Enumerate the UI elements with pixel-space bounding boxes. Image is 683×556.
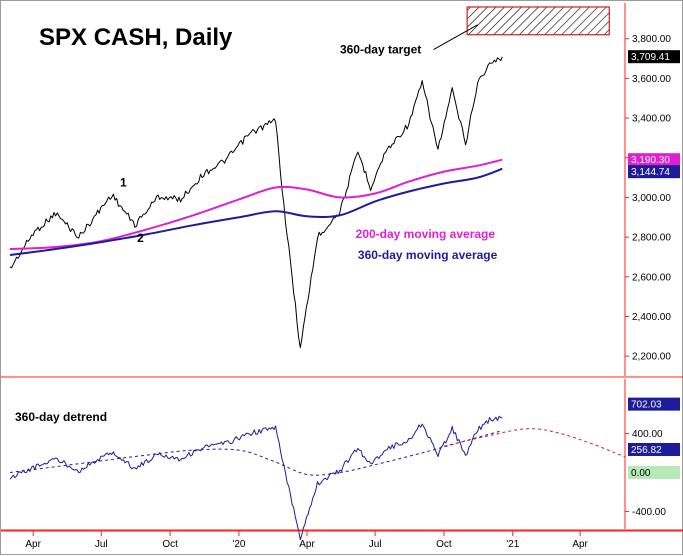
- price-panel: 2,200.00 2,400.00 2,600.00 2,800.00 3,000.00…: [1, 3, 683, 378]
- value-badge: [628, 466, 680, 480]
- value-badge-label: 3,190.30: [631, 155, 670, 166]
- price-y-tick-label: 2,400.00: [632, 312, 671, 323]
- annotation-2: 2: [137, 231, 144, 245]
- 360-day-moving-average-line: [9, 167, 503, 256]
- price-y-tick-label: 2,800.00: [632, 233, 671, 244]
- detrend-panel-title: 360-day detrend: [15, 410, 107, 424]
- value-badge: [628, 165, 680, 179]
- x-tick-label: Apr: [25, 539, 41, 550]
- spx-line: [9, 56, 503, 349]
- chart-title: SPX CASH, Daily: [39, 24, 233, 51]
- x-tick-label: Jul: [369, 539, 382, 550]
- x-tick-label: '20: [232, 539, 245, 550]
- annotation-360-day-moving-average: 360-day moving average: [358, 248, 498, 262]
- x-tick-label: Oct: [162, 539, 178, 550]
- value-badge-label: 702.03: [631, 400, 662, 411]
- detrend-panel: 400.00 -400.00 360-day detrend 702.03 256.82…: [1, 379, 683, 541]
- detrend-y-tick-label: -400.00: [632, 507, 666, 518]
- x-tick-label: '21: [506, 539, 519, 550]
- price-y-tick-label: 3,800.00: [632, 34, 671, 45]
- target-pointer-line: [433, 24, 478, 51]
- x-tick-label: Apr: [299, 539, 315, 550]
- 200-day-moving-average-line: [9, 158, 503, 251]
- cycle-projection-forward-line: [443, 428, 626, 458]
- price-y-tick-label: 2,200.00: [632, 352, 671, 363]
- value-badge-label: 0.00: [631, 468, 651, 479]
- value-badge-label: 3,709.41: [631, 52, 670, 63]
- price-y-tick-label: 3,400.00: [632, 114, 671, 125]
- price-y-tick-label: 2,600.00: [632, 272, 671, 283]
- detrend-y-tick-label: 400.00: [632, 429, 663, 440]
- 360-day-detrend-line: [9, 415, 503, 541]
- x-tick-label: Oct: [436, 539, 452, 550]
- value-badge-label: 3,144.74: [631, 167, 670, 178]
- value-badge-label: 256.82: [631, 445, 662, 456]
- time-axis: Apr Jul Oct '20 Apr Jul Oct '21 Apr: [1, 530, 683, 550]
- x-tick-label: Apr: [572, 539, 588, 550]
- annotation-200-day-moving-average: 200-day moving average: [356, 227, 496, 241]
- annotation-1: 1: [120, 176, 127, 190]
- price-y-tick-label: 3,000.00: [632, 193, 671, 204]
- x-tick-label: Jul: [95, 539, 108, 550]
- value-badge: [628, 397, 680, 411]
- price-y-tick-label: 3,600.00: [632, 74, 671, 85]
- value-badge: [628, 442, 680, 456]
- target-zone-box: [466, 6, 610, 36]
- value-badge: [628, 153, 680, 167]
- value-badge: [628, 50, 680, 64]
- cycle-projection-line: [9, 430, 503, 476]
- annotation-360-day-target: 360-day target: [340, 43, 421, 57]
